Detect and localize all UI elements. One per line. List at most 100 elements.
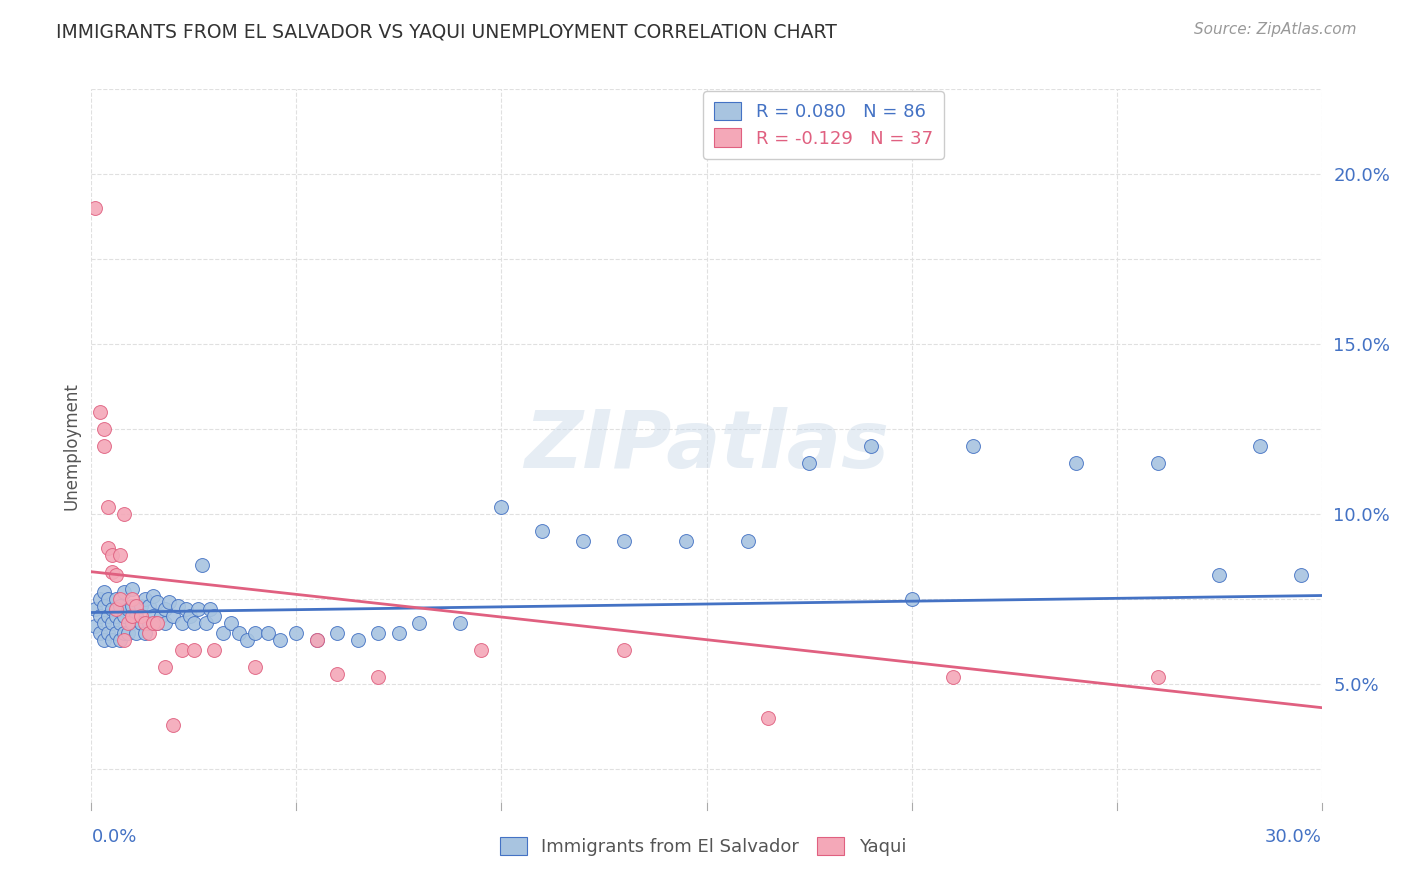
Point [125, 599, 148, 613]
Point [142, 615, 165, 630]
Point [101, 632, 124, 647]
Point [93, 632, 115, 647]
Point [183, 643, 205, 657]
Point [1249, 439, 1271, 453]
Point [146, 595, 169, 609]
Point [326, 666, 349, 681]
Point [572, 534, 595, 549]
Point [202, 608, 225, 623]
Text: 0.0%: 0.0% [91, 828, 136, 846]
Point [200, 602, 222, 616]
Point [117, 602, 139, 616]
Point [153, 660, 177, 674]
Point [101, 602, 124, 616]
Point [1289, 568, 1312, 582]
Point [613, 643, 636, 657]
Text: IMMIGRANTS FROM EL SALVADOR VS YAQUI UNEMPLOYMENT CORRELATION CHART: IMMIGRANTS FROM EL SALVADOR VS YAQUI UNE… [56, 22, 837, 41]
Point [105, 608, 127, 623]
Point [121, 582, 143, 596]
Point [108, 548, 131, 562]
Point [134, 626, 156, 640]
Point [121, 615, 143, 630]
Point [97, 500, 120, 515]
Point [245, 626, 267, 640]
Point [153, 615, 177, 630]
Point [491, 500, 513, 515]
Point [146, 615, 169, 630]
Point [89, 608, 111, 623]
Point [367, 670, 389, 684]
Point [105, 591, 127, 606]
Point [157, 595, 180, 609]
Point [129, 608, 152, 623]
Point [347, 632, 370, 647]
Point [129, 615, 152, 630]
Point [153, 602, 177, 616]
Point [166, 599, 188, 613]
Point [146, 615, 169, 630]
Point [84, 602, 107, 616]
Point [108, 591, 131, 606]
Point [408, 615, 430, 630]
Point [138, 626, 160, 640]
Point [1146, 456, 1168, 470]
Text: ZIPatlas: ZIPatlas [524, 407, 889, 485]
Point [531, 524, 554, 538]
Point [367, 626, 389, 640]
Point [675, 534, 697, 549]
Point [108, 599, 131, 613]
Point [97, 591, 120, 606]
Text: Source: ZipAtlas.com: Source: ZipAtlas.com [1194, 22, 1357, 37]
Point [138, 599, 160, 613]
Point [93, 615, 115, 630]
Point [388, 626, 411, 640]
Point [179, 608, 201, 623]
Point [900, 591, 922, 606]
Point [228, 626, 250, 640]
Point [112, 585, 135, 599]
Point [756, 711, 779, 725]
Point [195, 615, 218, 630]
Point [112, 626, 135, 640]
Point [470, 643, 492, 657]
Point [108, 632, 131, 647]
Point [125, 608, 148, 623]
Point [134, 591, 156, 606]
Point [108, 615, 131, 630]
Point [170, 643, 193, 657]
Point [105, 602, 127, 616]
Point [142, 589, 165, 603]
Point [93, 599, 115, 613]
Point [236, 632, 259, 647]
Point [191, 558, 214, 572]
Point [89, 591, 111, 606]
Point [613, 534, 636, 549]
Point [305, 632, 328, 647]
Point [1146, 670, 1168, 684]
Point [93, 439, 115, 453]
Y-axis label: Unemployment: Unemployment [62, 382, 80, 510]
Point [245, 660, 267, 674]
Point [202, 643, 225, 657]
Point [1064, 456, 1087, 470]
Point [138, 615, 160, 630]
Point [1208, 568, 1230, 582]
Point [112, 608, 135, 623]
Point [737, 534, 759, 549]
Point [170, 615, 193, 630]
Point [134, 615, 156, 630]
Point [150, 608, 173, 623]
Point [93, 585, 115, 599]
Point [125, 626, 148, 640]
Point [93, 422, 115, 436]
Point [859, 439, 882, 453]
Point [269, 632, 291, 647]
Point [121, 591, 143, 606]
Point [142, 608, 165, 623]
Point [84, 201, 107, 215]
Point [97, 541, 120, 555]
Point [89, 626, 111, 640]
Point [183, 615, 205, 630]
Point [174, 602, 197, 616]
Legend: R = 0.080   N = 86, R = -0.129   N = 37: R = 0.080 N = 86, R = -0.129 N = 37 [703, 91, 943, 159]
